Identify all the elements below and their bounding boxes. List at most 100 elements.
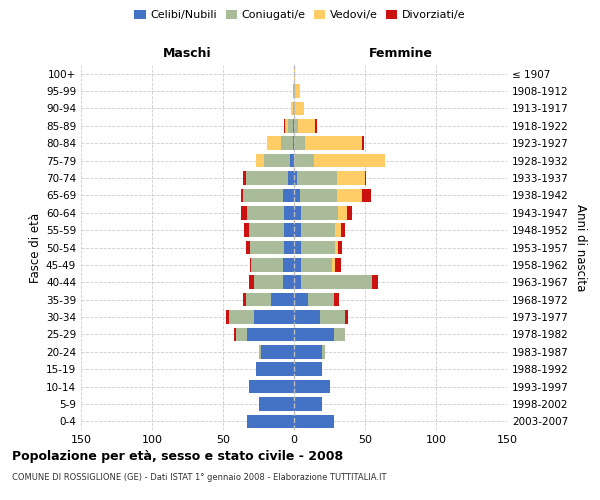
Bar [293, 136, 294, 150]
Bar [241, 188, 243, 202]
Bar [295, 84, 299, 98]
Bar [289, 119, 293, 132]
Bar [294, 310, 320, 324]
Bar [337, 188, 362, 202]
Bar [294, 380, 329, 394]
Bar [299, 188, 337, 202]
Bar [295, 102, 304, 115]
Bar [248, 276, 254, 289]
Bar [256, 154, 264, 168]
Bar [284, 206, 294, 220]
Bar [334, 293, 340, 306]
Y-axis label: Fasce di età: Fasce di età [29, 212, 42, 282]
Bar [365, 171, 367, 185]
Bar [301, 258, 332, 272]
Bar [291, 102, 293, 115]
Bar [244, 224, 248, 237]
Bar [293, 84, 294, 98]
Bar [283, 258, 294, 272]
Bar [283, 276, 294, 289]
Bar [294, 119, 298, 132]
Bar [294, 67, 295, 80]
Bar [250, 258, 251, 272]
Bar [229, 310, 254, 324]
Bar [301, 224, 335, 237]
Legend: Celibi/Nubili, Coniugati/e, Vedovi/e, Divorziati/e: Celibi/Nubili, Coniugati/e, Vedovi/e, Di… [130, 6, 470, 25]
Bar [338, 206, 347, 220]
Bar [314, 154, 385, 168]
Bar [294, 293, 308, 306]
Bar [256, 362, 294, 376]
Bar [294, 171, 297, 185]
Bar [305, 136, 362, 150]
Bar [362, 136, 364, 150]
Bar [334, 328, 345, 341]
Bar [254, 310, 294, 324]
Bar [347, 206, 352, 220]
Bar [335, 240, 338, 254]
Bar [294, 362, 322, 376]
Bar [248, 380, 294, 394]
Bar [243, 293, 246, 306]
Bar [294, 397, 322, 410]
Bar [284, 224, 294, 237]
Bar [294, 188, 299, 202]
Bar [226, 310, 229, 324]
Bar [284, 119, 286, 132]
Bar [335, 224, 341, 237]
Bar [341, 224, 345, 237]
Bar [294, 224, 301, 237]
Bar [283, 188, 294, 202]
Bar [298, 119, 316, 132]
Bar [297, 171, 337, 185]
Bar [243, 188, 283, 202]
Bar [362, 188, 371, 202]
Bar [294, 240, 301, 254]
Y-axis label: Anni di nascita: Anni di nascita [574, 204, 587, 291]
Bar [246, 171, 289, 185]
Bar [293, 119, 294, 132]
Text: Femmine: Femmine [368, 47, 433, 60]
Bar [294, 154, 314, 168]
Bar [259, 345, 262, 358]
Bar [294, 328, 334, 341]
Bar [284, 240, 294, 254]
Text: Popolazione per età, sesso e stato civile - 2008: Popolazione per età, sesso e stato civil… [12, 450, 343, 463]
Bar [294, 206, 301, 220]
Bar [247, 206, 284, 220]
Bar [267, 136, 281, 150]
Bar [246, 293, 271, 306]
Bar [281, 136, 293, 150]
Bar [335, 258, 341, 272]
Bar [254, 276, 283, 289]
Bar [262, 345, 294, 358]
Bar [322, 345, 325, 358]
Bar [289, 171, 294, 185]
Bar [251, 258, 283, 272]
Bar [250, 240, 284, 254]
Text: Maschi: Maschi [163, 47, 212, 60]
Bar [294, 345, 322, 358]
Bar [301, 276, 372, 289]
Bar [294, 84, 295, 98]
Bar [294, 258, 301, 272]
Bar [372, 276, 378, 289]
Bar [294, 414, 334, 428]
Bar [247, 414, 294, 428]
Bar [286, 119, 289, 132]
Bar [332, 258, 335, 272]
Bar [247, 328, 294, 341]
Bar [338, 240, 342, 254]
Bar [290, 154, 294, 168]
Bar [301, 206, 338, 220]
Bar [264, 154, 290, 168]
Bar [345, 310, 348, 324]
Bar [308, 293, 334, 306]
Bar [243, 171, 246, 185]
Bar [301, 240, 335, 254]
Bar [236, 328, 247, 341]
Text: COMUNE DI ROSSIGLIONE (GE) - Dati ISTAT 1° gennaio 2008 - Elaborazione TUTTITALI: COMUNE DI ROSSIGLIONE (GE) - Dati ISTAT … [12, 472, 386, 482]
Bar [248, 224, 284, 237]
Bar [293, 102, 294, 115]
Bar [320, 310, 345, 324]
